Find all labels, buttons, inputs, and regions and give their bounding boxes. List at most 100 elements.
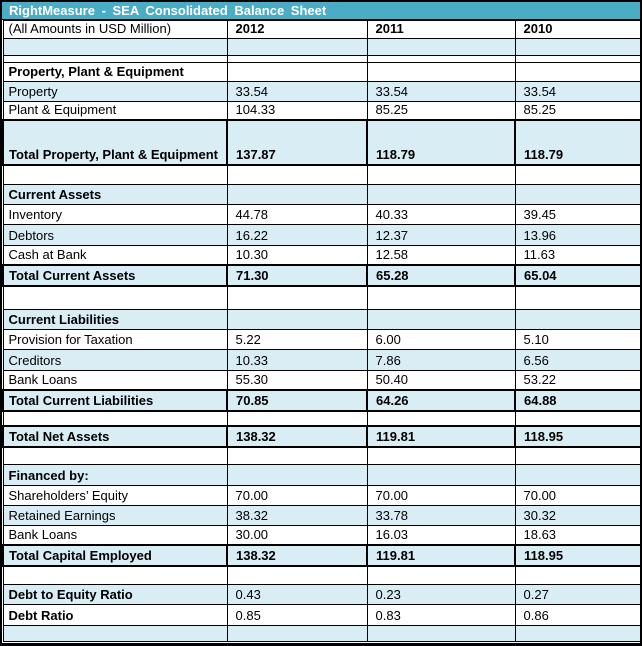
bank-loans-label: Bank Loans <box>2 369 228 391</box>
total-current-assets-value-2012: 71.30 <box>226 264 368 288</box>
bank-loans-value-2011: 50.40 <box>366 369 516 391</box>
spacer-value-2010 <box>514 37 640 57</box>
row-bank-loans: Bank Loans 55.30 50.40 53.22 <box>2 369 640 391</box>
current-liabilities-value-2012 <box>226 309 368 331</box>
total-capital-employed-value-2011: 119.81 <box>366 543 516 567</box>
row-shareholders-equity: Shareholders’ Equity 70.00 70.00 70.00 <box>2 484 640 506</box>
spacer-value-2012 <box>226 446 368 466</box>
provision-for-taxation-label: Provision for Taxation <box>2 329 228 351</box>
spacer-label <box>2 624 228 643</box>
spacer-value-2012 <box>226 37 368 57</box>
total-current-assets-label: Total Current Assets <box>2 264 228 288</box>
spacer-value-2011 <box>366 565 516 586</box>
spacer-value-2010 <box>514 446 640 466</box>
row-debt-to-equity-ratio: Debt to Equity Ratio 0.43 0.23 0.27 <box>2 584 640 606</box>
row-total-current-assets: Total Current Assets 71.30 65.28 65.04 <box>2 264 640 288</box>
row-property-plant-equipment: Property, Plant & Equipment <box>2 62 640 83</box>
row-spacer <box>2 446 640 466</box>
row-bank-loans: Bank Loans 30.00 16.03 18.63 <box>2 524 640 546</box>
total-capital-employed-label: Total Capital Employed <box>2 543 228 567</box>
row-current-liabilities: Current Liabilities <box>2 309 640 331</box>
sheet-title: RightMeasure - SEA Consolidated Balance … <box>2 2 640 20</box>
spacer-value-2010 <box>514 624 640 643</box>
current-assets-value-2011 <box>366 184 516 206</box>
row-provision-for-taxation: Provision for Taxation 5.22 6.00 5.10 <box>2 329 640 351</box>
row-spacer <box>2 37 640 57</box>
row-total-net-assets: Total Net Assets 138.32 119.81 118.95 <box>2 424 640 448</box>
current-liabilities-value-2010 <box>514 309 640 331</box>
bank-loans-value-2011: 16.03 <box>366 524 516 546</box>
spacer-value-2010 <box>514 285 640 311</box>
total-capital-employed-value-2012: 138.32 <box>226 543 368 567</box>
spacer-label <box>2 446 228 466</box>
debt-to-equity-ratio-value-2012: 0.43 <box>226 584 368 606</box>
property-label: Property <box>2 81 228 102</box>
spacer-value-2010 <box>514 55 640 64</box>
plant-equipment-value-2012: 104.33 <box>226 100 368 121</box>
debtors-label: Debtors <box>2 224 228 246</box>
bank-loans-value-2010: 53.22 <box>514 369 640 391</box>
row-spacer <box>2 55 640 64</box>
spacer-label <box>2 55 228 64</box>
total-net-assets-value-2012: 138.32 <box>226 424 368 448</box>
shareholders-equity-value-2012: 70.00 <box>226 484 368 506</box>
inventory-value-2012: 44.78 <box>226 204 368 226</box>
row-creditors: Creditors 10.33 7.86 6.56 <box>2 349 640 371</box>
total-property-plant-equipment-value-2011: 118.79 <box>366 119 516 166</box>
spacer-value-2012 <box>226 164 368 186</box>
row-retained-earnings: Retained Earnings 38.32 33.78 30.32 <box>2 504 640 526</box>
bank-loans-value-2012: 30.00 <box>226 524 368 546</box>
row-spacer <box>2 285 640 311</box>
spacer-value-2012 <box>226 410 368 427</box>
provision-for-taxation-value-2011: 6.00 <box>366 329 516 351</box>
row-current-assets: Current Assets <box>2 184 640 206</box>
property-plant-equipment-value-2011 <box>366 62 516 83</box>
balance-sheet-table: (All Amounts in USD Million) 2012 2011 2… <box>2 20 640 643</box>
current-assets-value-2012 <box>226 184 368 206</box>
retained-earnings-value-2010: 30.32 <box>514 504 640 526</box>
retained-earnings-label: Retained Earnings <box>2 504 228 526</box>
bank-loans-label: Bank Loans <box>2 524 228 546</box>
spacer-label <box>2 37 228 57</box>
year-header-2012: 2012 <box>226 20 368 39</box>
row-financed-by: Financed by: <box>2 464 640 486</box>
creditors-value-2010: 6.56 <box>514 349 640 371</box>
retained-earnings-value-2012: 38.32 <box>226 504 368 526</box>
units-label: (All Amounts in USD Million) <box>2 20 228 39</box>
total-current-liabilities-value-2012: 70.85 <box>226 389 368 413</box>
spacer-label <box>2 164 228 186</box>
spacer-value-2011 <box>366 285 516 311</box>
spacer-value-2011 <box>366 624 516 643</box>
spacer-value-2010 <box>514 565 640 586</box>
debtors-value-2012: 16.22 <box>226 224 368 246</box>
row-plant-equipment: Plant & Equipment 104.33 85.25 85.25 <box>2 100 640 121</box>
plant-equipment-value-2010: 85.25 <box>514 100 640 121</box>
debt-to-equity-ratio-value-2010: 0.27 <box>514 584 640 606</box>
spacer-value-2010 <box>514 410 640 427</box>
row-spacer <box>2 565 640 586</box>
creditors-value-2012: 10.33 <box>226 349 368 371</box>
row-inventory: Inventory 44.78 40.33 39.45 <box>2 204 640 226</box>
total-capital-employed-value-2010: 118.95 <box>514 543 640 567</box>
row-spacer <box>2 410 640 427</box>
spacer-value-2011 <box>366 37 516 57</box>
debtors-value-2010: 13.96 <box>514 224 640 246</box>
total-net-assets-value-2010: 118.95 <box>514 424 640 448</box>
year-header-2010: 2010 <box>514 20 640 39</box>
inventory-value-2010: 39.45 <box>514 204 640 226</box>
debtors-value-2011: 12.37 <box>366 224 516 246</box>
financed-by-label: Financed by: <box>2 464 228 486</box>
property-plant-equipment-value-2010 <box>514 62 640 83</box>
total-property-plant-equipment-value-2012: 137.87 <box>226 119 368 166</box>
debt-ratio-value-2010: 0.86 <box>514 604 640 626</box>
spacer-value-2011 <box>366 446 516 466</box>
retained-earnings-value-2011: 33.78 <box>366 504 516 526</box>
row-property: Property 33.54 33.54 33.54 <box>2 81 640 102</box>
total-current-liabilities-label: Total Current Liabilities <box>2 389 228 413</box>
shareholders-equity-label: Shareholders’ Equity <box>2 484 228 506</box>
bank-loans-value-2010: 18.63 <box>514 524 640 546</box>
current-assets-value-2010 <box>514 184 640 206</box>
creditors-label: Creditors <box>2 349 228 371</box>
cash-at-bank-value-2011: 12.58 <box>366 244 516 266</box>
